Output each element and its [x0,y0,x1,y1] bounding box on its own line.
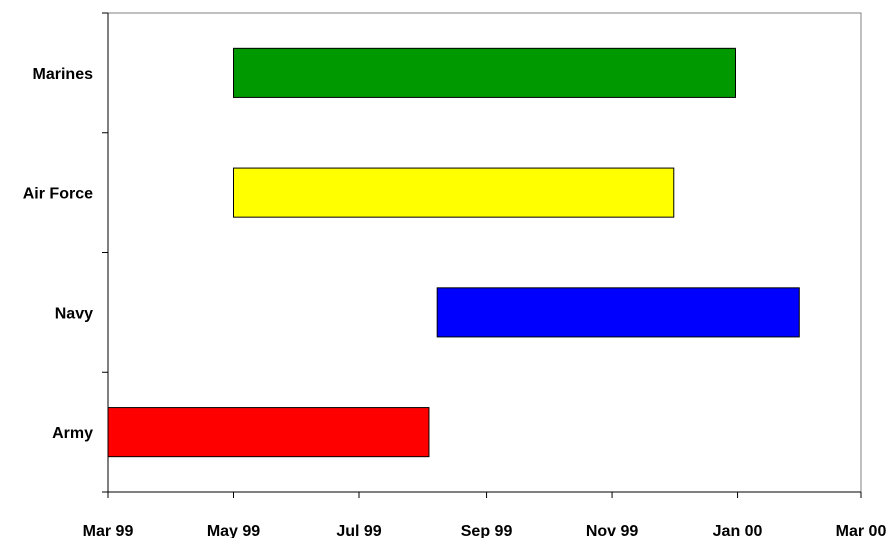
bar-army [107,407,430,458]
bars-group [107,47,800,458]
y-axis-ticks [102,12,108,493]
x-label-nov-99: Nov 99 [586,523,639,538]
x-label-jan-00: Jan 00 [713,523,763,538]
y-label-air-force: Air Force [23,186,93,203]
y-label-navy: Navy [55,305,93,322]
x-label-sep-99: Sep 99 [461,523,513,538]
y-label-army: Army [52,425,93,442]
bar-air-force [233,167,675,218]
x-label-may-99: May 99 [207,523,260,538]
x-axis-ticks [107,492,862,498]
bar-navy [436,287,800,338]
x-label-jul-99: Jul 99 [336,523,381,538]
x-axis-labels: Mar 99 May 99 Jul 99 Sep 99 Nov 99 Jan 00 Mar … [83,523,887,538]
x-label-mar-00: Mar 00 [836,523,887,538]
bar-marines [233,47,736,98]
x-label-mar-99: Mar 99 [83,523,134,538]
y-axis-labels: Marines Air Force Navy Army [23,66,93,442]
y-label-marines: Marines [33,66,94,83]
